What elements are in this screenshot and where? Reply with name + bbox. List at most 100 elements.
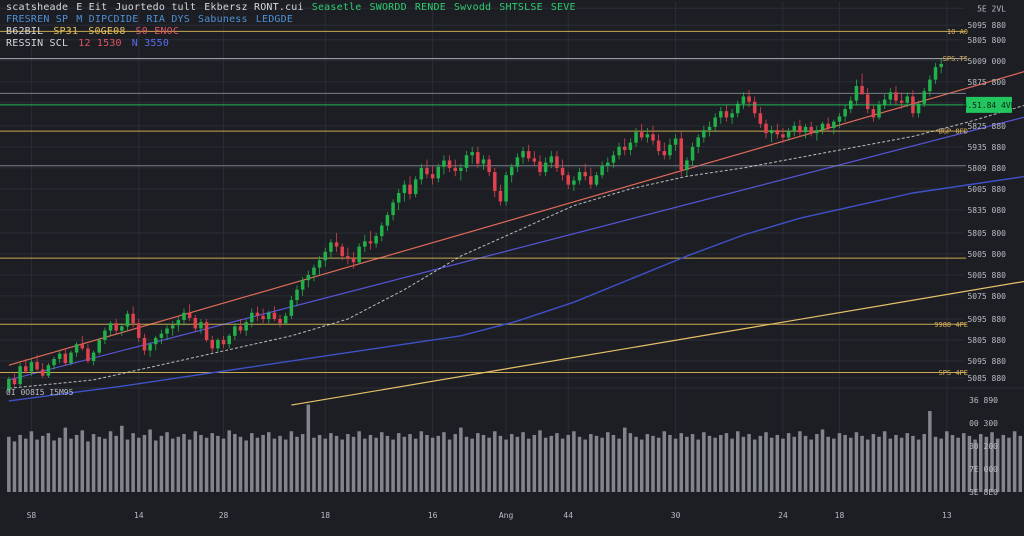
title-part: RENDE bbox=[414, 2, 446, 13]
price-tick-label: 5095 880 bbox=[967, 315, 1006, 324]
volume-bar bbox=[170, 438, 175, 492]
price-tick-label: 5005 880 bbox=[967, 185, 1006, 194]
volume-bar bbox=[74, 434, 79, 492]
volume-bar bbox=[504, 439, 508, 492]
candle-body bbox=[63, 353, 68, 364]
candle-body bbox=[46, 365, 51, 376]
candle-body bbox=[611, 155, 616, 163]
candle-body bbox=[283, 315, 288, 324]
volume-bar bbox=[18, 434, 22, 492]
volume-bar bbox=[656, 437, 661, 492]
indicator-legend-line-3[interactable]: B62BIL SP31 S0GE08 S0 ENOC bbox=[6, 26, 189, 37]
candle-body bbox=[210, 340, 214, 349]
volume-bar bbox=[945, 431, 949, 492]
volume-bar bbox=[820, 429, 825, 492]
volume-bar bbox=[97, 436, 101, 492]
candle-body bbox=[894, 92, 898, 101]
candle-body bbox=[148, 344, 152, 351]
volume-bar bbox=[526, 438, 531, 492]
volume-bar bbox=[221, 438, 226, 492]
candle-body bbox=[589, 176, 593, 185]
candle-body bbox=[317, 260, 322, 268]
candle-body bbox=[600, 165, 604, 176]
volume-bar bbox=[871, 434, 876, 492]
volume-bar bbox=[481, 434, 486, 492]
volume-bar bbox=[374, 437, 378, 492]
candle-body bbox=[300, 280, 305, 290]
candle-body bbox=[888, 92, 893, 100]
time-tick-label: 28 bbox=[219, 511, 229, 520]
time-tick-label: 16 bbox=[428, 511, 438, 520]
candle-body bbox=[736, 103, 740, 114]
volume-bar bbox=[815, 434, 819, 492]
candle-body bbox=[713, 117, 717, 127]
candle-body bbox=[272, 312, 277, 320]
title-part: SWORDD bbox=[369, 2, 407, 13]
candle-body bbox=[521, 151, 525, 158]
candle-body bbox=[35, 362, 39, 370]
indicator-legend-line-4[interactable]: RESSIN SCL 12 1530 N 3550 bbox=[6, 38, 179, 49]
volume-bar bbox=[549, 435, 554, 492]
candle-body bbox=[538, 161, 542, 173]
volume-bar bbox=[928, 411, 932, 492]
candle-body bbox=[86, 348, 90, 362]
candle-body bbox=[120, 326, 124, 331]
candle-body bbox=[137, 323, 141, 338]
volume-bar bbox=[741, 436, 746, 492]
volume-bar bbox=[204, 437, 209, 492]
volume-bar bbox=[1018, 435, 1023, 492]
candle-body bbox=[820, 123, 825, 131]
candle-body bbox=[351, 258, 356, 263]
candle-body bbox=[114, 323, 118, 331]
price-tick-label: 5835 080 bbox=[967, 206, 1006, 215]
candle-body bbox=[656, 140, 661, 152]
volume-bar bbox=[363, 438, 367, 492]
candle-body bbox=[182, 312, 186, 321]
volume-bar bbox=[690, 434, 695, 492]
volume-axis: 36 890 00 300 30 200 7E 000 3E 8E0 bbox=[969, 396, 998, 497]
volume-bar bbox=[182, 434, 186, 492]
candle-body bbox=[204, 322, 209, 341]
candle-body bbox=[532, 158, 537, 162]
volume-bar bbox=[244, 440, 248, 492]
volume-bar bbox=[622, 427, 627, 492]
volume-bar bbox=[843, 434, 847, 492]
title-part: SEVE bbox=[550, 2, 576, 13]
volume-bar bbox=[114, 435, 118, 492]
volume-bar bbox=[153, 440, 158, 492]
candle-body bbox=[515, 157, 520, 167]
volume-bar bbox=[882, 431, 887, 492]
candle-body bbox=[481, 159, 486, 164]
price-tick-label: 5805 800 bbox=[967, 36, 1006, 45]
candle-body bbox=[340, 246, 344, 257]
volume-bar bbox=[962, 433, 966, 492]
volume-bar bbox=[453, 434, 457, 492]
candle-body bbox=[176, 320, 181, 326]
volume-bar bbox=[470, 438, 474, 492]
volume-bar bbox=[888, 438, 893, 492]
volume-legend: 0I 0O8I5 I5M95 bbox=[6, 388, 74, 397]
volume-bar bbox=[46, 433, 51, 492]
current-price-marker[interactable]: 4.51.84 4VL bbox=[0, 96, 1016, 113]
candle-body bbox=[40, 369, 45, 376]
volume-bar bbox=[538, 430, 542, 492]
volume-bar bbox=[668, 434, 672, 492]
candle-body bbox=[606, 162, 610, 166]
volume-bar bbox=[255, 437, 260, 492]
volume-bar bbox=[899, 437, 904, 492]
candle-body bbox=[91, 352, 96, 362]
volume-bar bbox=[80, 430, 85, 492]
volume-bar bbox=[509, 434, 514, 492]
volume-bar bbox=[639, 439, 644, 492]
volume-bar bbox=[148, 429, 152, 492]
volume-bar bbox=[950, 434, 955, 492]
volume-bar bbox=[781, 438, 785, 492]
volume-bar bbox=[24, 438, 28, 492]
candle-body bbox=[526, 151, 531, 159]
price-tick-label: 5009 000 bbox=[967, 57, 1006, 66]
candle-body bbox=[922, 91, 926, 104]
volume-bar bbox=[340, 439, 344, 492]
indicator-legend-line-2[interactable]: FRESREN SP M DIPCDIDE RIA DYS Sabuness LEDGD… bbox=[6, 14, 301, 25]
volume-bar bbox=[63, 427, 68, 492]
volume-bar bbox=[628, 433, 633, 492]
